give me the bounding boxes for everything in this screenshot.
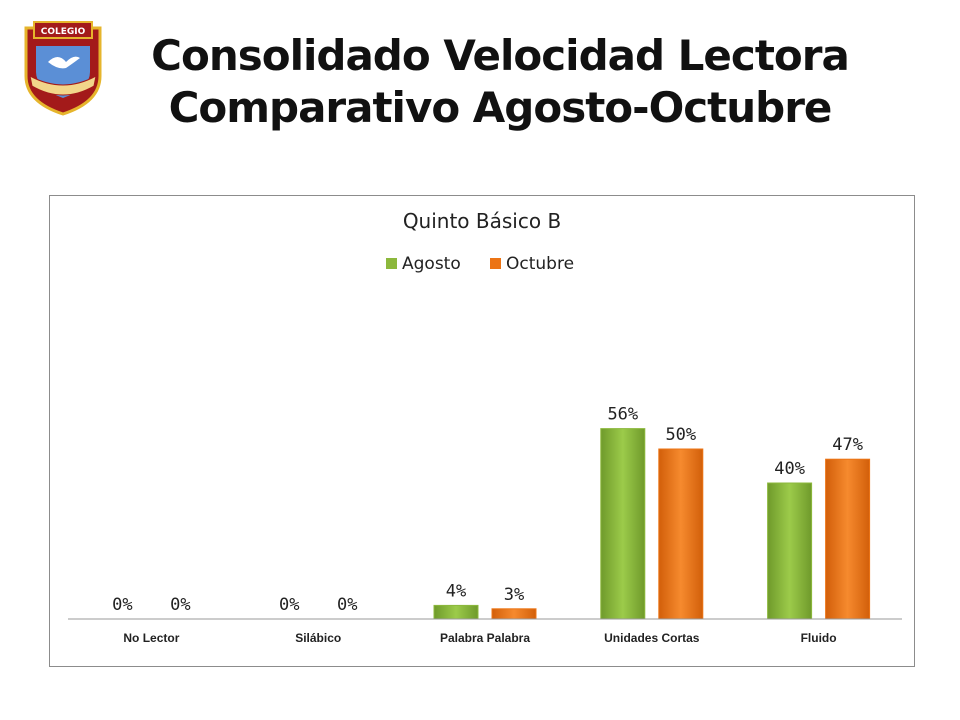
x-tick-label-2: Palabra Palabra — [440, 631, 530, 645]
legend-label-agosto: Agosto — [402, 254, 461, 274]
school-crest-logo: COLEGIO — [22, 18, 104, 118]
legend-swatch-agosto — [386, 258, 397, 269]
chart-canvas: Quinto Básico B Agosto Octubre 0% 0% 0% 0% 4%… — [68, 209, 902, 645]
bar-chart: Quinto Básico B Agosto Octubre 0% 0% 0% 0% 4%… — [49, 195, 915, 667]
slide-title-line-1: Consolidado Velocidad Lectora — [151, 31, 850, 80]
x-tick-label-1: Silábico — [295, 631, 341, 645]
data-label-octubre-0: 0% — [170, 595, 190, 615]
data-label-octubre-3: 50% — [665, 425, 696, 445]
x-axis-tick-labels: No Lector Silábico Palabra Palabra Unidades… — [123, 631, 836, 645]
chart-bars: 0% 0% 0% 0% 4% 3% 56% 50% 40% 47% — [112, 405, 871, 620]
data-label-agosto-0: 0% — [112, 595, 132, 615]
bar-octubre-4 — [825, 458, 871, 620]
legend-label-octubre: Octubre — [506, 254, 574, 274]
data-label-agosto-3: 56% — [607, 405, 638, 425]
bar-agosto-2 — [433, 604, 479, 620]
data-label-octubre-1: 0% — [337, 595, 357, 615]
slide-title: Consolidado Velocidad Lectora Comparativ… — [100, 30, 900, 134]
x-tick-label-3: Unidades Cortas — [604, 631, 700, 645]
bar-agosto-4 — [767, 482, 813, 620]
chart-legend: Agosto Octubre — [386, 254, 574, 274]
logo-banner-text: COLEGIO — [41, 27, 86, 37]
data-label-octubre-2: 3% — [504, 585, 524, 605]
chart-title: Quinto Básico B — [403, 209, 561, 233]
x-tick-label-4: Fluido — [801, 631, 837, 645]
slide-title-line-2: Comparativo Agosto-Octubre — [168, 83, 833, 132]
data-label-octubre-4: 47% — [832, 435, 863, 455]
data-label-agosto-4: 40% — [774, 459, 805, 479]
data-label-agosto-2: 4% — [446, 581, 466, 601]
legend-swatch-octubre — [490, 258, 501, 269]
x-tick-label-0: No Lector — [123, 631, 179, 645]
bar-octubre-3 — [658, 448, 704, 620]
bar-octubre-2 — [491, 608, 537, 620]
data-label-agosto-1: 0% — [279, 595, 299, 615]
bar-agosto-3 — [600, 428, 646, 620]
